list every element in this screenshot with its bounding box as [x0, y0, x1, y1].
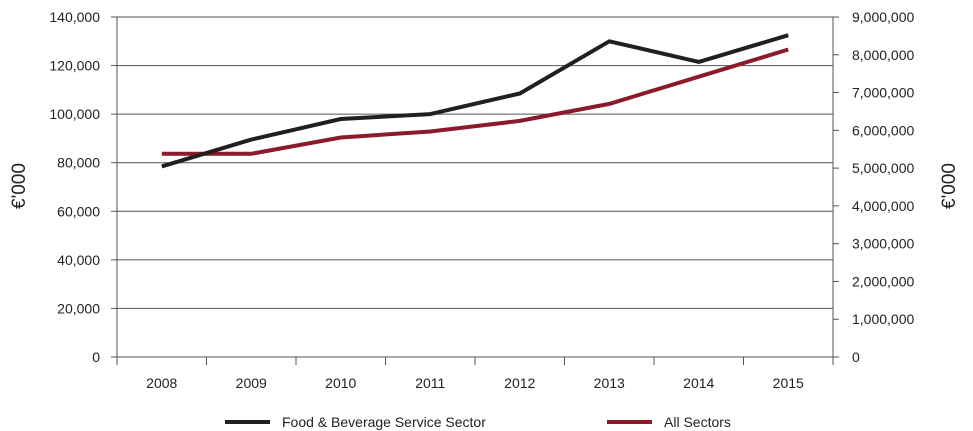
- right-axis-ticks: 0 1,000,000 2,000,000 3,000,000 4,000,000 5,0…: [833, 9, 914, 365]
- right-tick-label: 9,000,000: [852, 9, 914, 25]
- right-tick-label: 5,000,000: [852, 160, 914, 176]
- left-tick-label: 0: [92, 349, 100, 365]
- x-tick-label: 2008: [146, 375, 177, 391]
- legend: Food & Beverage Service Sector All Secto…: [225, 414, 731, 430]
- gridlines: [117, 16, 833, 309]
- left-axis-title: €'000: [9, 163, 30, 209]
- series-line-all-sectors: [161, 47, 789, 156]
- right-tick-label: 0: [852, 349, 860, 365]
- x-tick-label: 2011: [415, 375, 445, 391]
- right-axis-title: €'000: [939, 163, 960, 209]
- right-tick-label: 4,000,000: [852, 198, 914, 214]
- left-tick-label: 60,000: [57, 203, 100, 219]
- x-tick-label: 2014: [683, 375, 714, 391]
- right-tick-label: 8,000,000: [852, 47, 914, 63]
- x-tick-label: 2009: [236, 375, 267, 391]
- legend-label-all-sectors: All Sectors: [664, 414, 731, 430]
- x-axis-ticks: 2008 2009 2010 2011 2012 2013 2014 2015: [116, 357, 834, 391]
- left-axis-ticks: 0 20,000 40,000 60,000 80,000 100,000 120,000 1…: [49, 9, 117, 365]
- right-tick-label: 3,000,000: [852, 236, 914, 252]
- right-tick-label: 6,000,000: [852, 122, 914, 138]
- legend-label-food-beverage: Food & Beverage Service Sector: [282, 414, 486, 430]
- right-tick-label: 1,000,000: [852, 311, 914, 327]
- left-tick-label: 100,000: [49, 106, 100, 122]
- x-tick-label: 2015: [773, 375, 804, 391]
- right-tick-label: 7,000,000: [852, 85, 914, 101]
- x-tick-label: 2010: [325, 375, 356, 391]
- left-tick-label: 80,000: [57, 155, 100, 171]
- series-lines: [161, 33, 789, 169]
- left-tick-label: 20,000: [57, 300, 100, 316]
- x-tick-label: 2012: [504, 375, 535, 391]
- left-tick-label: 140,000: [49, 9, 100, 25]
- left-tick-label: 40,000: [57, 252, 100, 268]
- x-tick-label: 2013: [594, 375, 625, 391]
- left-tick-label: 120,000: [49, 58, 100, 74]
- right-tick-label: 2,000,000: [852, 273, 914, 289]
- series-line-food-beverage: [161, 33, 789, 169]
